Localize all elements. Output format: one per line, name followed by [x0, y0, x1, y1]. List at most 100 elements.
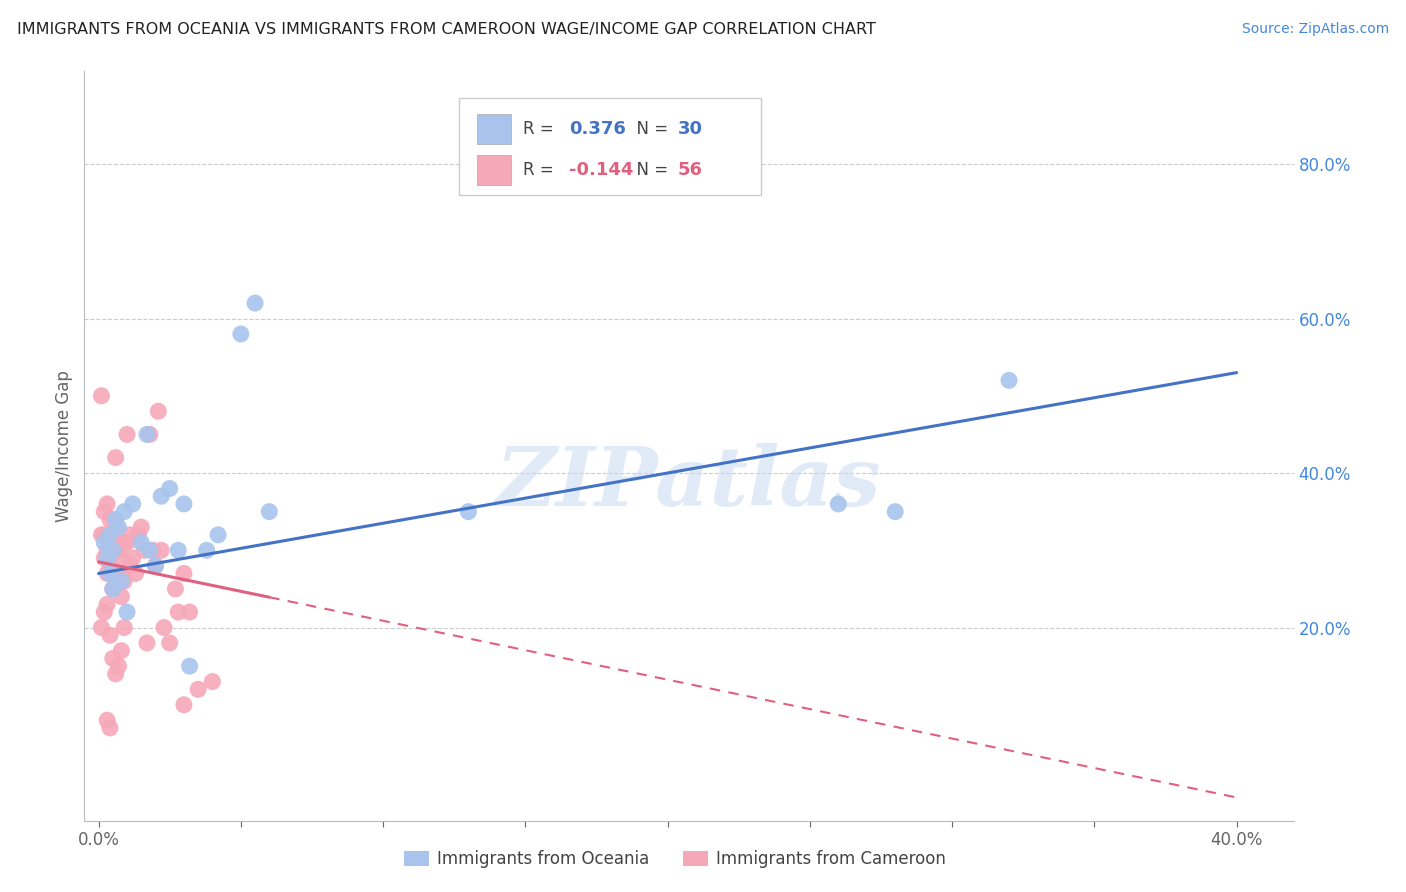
Point: [179, 659, 201, 673]
Point: [112, 505, 135, 519]
Point: [104, 450, 127, 465]
Point: [101, 582, 124, 596]
Text: 56: 56: [678, 161, 703, 179]
Point: [90, 528, 112, 542]
Point: [884, 505, 907, 519]
Point: [173, 497, 195, 511]
Point: [457, 505, 479, 519]
Point: [112, 535, 135, 549]
Point: [93, 528, 115, 542]
Point: [96, 551, 118, 566]
Point: [173, 566, 195, 581]
Point: [201, 674, 224, 689]
Point: [121, 497, 143, 511]
Point: [139, 543, 162, 558]
Point: [96, 566, 118, 581]
Text: R =: R =: [523, 161, 560, 179]
Point: [148, 404, 170, 418]
Point: [93, 535, 115, 549]
Point: [145, 558, 167, 573]
Point: [107, 543, 129, 558]
Point: [150, 489, 173, 503]
Point: [96, 598, 118, 612]
Point: [98, 566, 121, 581]
Point: [107, 566, 129, 581]
Text: 0.376: 0.376: [569, 120, 626, 137]
Point: [112, 574, 135, 589]
Text: 30: 30: [678, 120, 703, 137]
Point: [142, 543, 165, 558]
FancyBboxPatch shape: [478, 113, 512, 144]
Point: [101, 651, 124, 665]
Text: R =: R =: [523, 120, 560, 137]
Point: [98, 558, 121, 573]
Point: [207, 528, 229, 542]
Point: [98, 512, 121, 526]
Point: [167, 605, 190, 619]
Point: [229, 326, 252, 341]
Point: [187, 682, 209, 697]
FancyBboxPatch shape: [460, 97, 762, 195]
Point: [93, 505, 115, 519]
Point: [110, 643, 132, 657]
Point: [115, 605, 138, 619]
Point: [167, 543, 190, 558]
Legend: Immigrants from Oceania, Immigrants from Cameroon: Immigrants from Oceania, Immigrants from…: [396, 844, 953, 875]
Point: [159, 482, 181, 496]
Text: N =: N =: [626, 161, 673, 179]
Text: ZIPatlas: ZIPatlas: [496, 443, 882, 524]
Point: [98, 528, 121, 542]
Text: Source: ZipAtlas.com: Source: ZipAtlas.com: [1241, 22, 1389, 37]
Point: [173, 698, 195, 712]
Point: [136, 427, 159, 442]
Point: [159, 636, 181, 650]
Point: [118, 558, 141, 573]
Point: [136, 636, 159, 650]
Point: [110, 574, 132, 589]
Point: [110, 551, 132, 566]
Point: [259, 505, 281, 519]
Point: [110, 590, 132, 604]
Point: [139, 427, 162, 442]
Point: [98, 535, 121, 549]
Point: [96, 543, 118, 558]
Point: [101, 528, 124, 542]
Text: IMMIGRANTS FROM OCEANIA VS IMMIGRANTS FROM CAMEROON WAGE/INCOME GAP CORRELATION : IMMIGRANTS FROM OCEANIA VS IMMIGRANTS FR…: [17, 22, 876, 37]
Point: [101, 582, 124, 596]
Point: [124, 566, 146, 581]
Point: [101, 543, 124, 558]
FancyBboxPatch shape: [478, 155, 512, 185]
Point: [115, 427, 138, 442]
Point: [998, 373, 1021, 387]
Point: [104, 666, 127, 681]
Y-axis label: Wage/Income Gap: Wage/Income Gap: [55, 370, 73, 522]
Point: [96, 713, 118, 727]
Point: [132, 543, 155, 558]
Point: [98, 721, 121, 735]
Point: [145, 558, 167, 573]
Point: [96, 497, 118, 511]
Point: [195, 543, 218, 558]
Point: [107, 659, 129, 673]
Text: -0.144: -0.144: [569, 161, 634, 179]
Point: [98, 628, 121, 642]
Point: [112, 621, 135, 635]
Point: [118, 528, 141, 542]
Point: [129, 520, 152, 534]
Text: N =: N =: [626, 120, 673, 137]
Point: [107, 520, 129, 534]
Point: [127, 528, 149, 542]
Point: [150, 543, 173, 558]
Point: [90, 621, 112, 635]
Point: [93, 605, 115, 619]
Point: [90, 389, 112, 403]
Point: [827, 497, 849, 511]
Point: [179, 605, 201, 619]
Point: [115, 535, 138, 549]
Point: [129, 535, 152, 549]
Point: [153, 621, 176, 635]
Point: [93, 551, 115, 566]
Point: [121, 551, 143, 566]
Point: [243, 296, 266, 310]
Point: [104, 520, 127, 534]
